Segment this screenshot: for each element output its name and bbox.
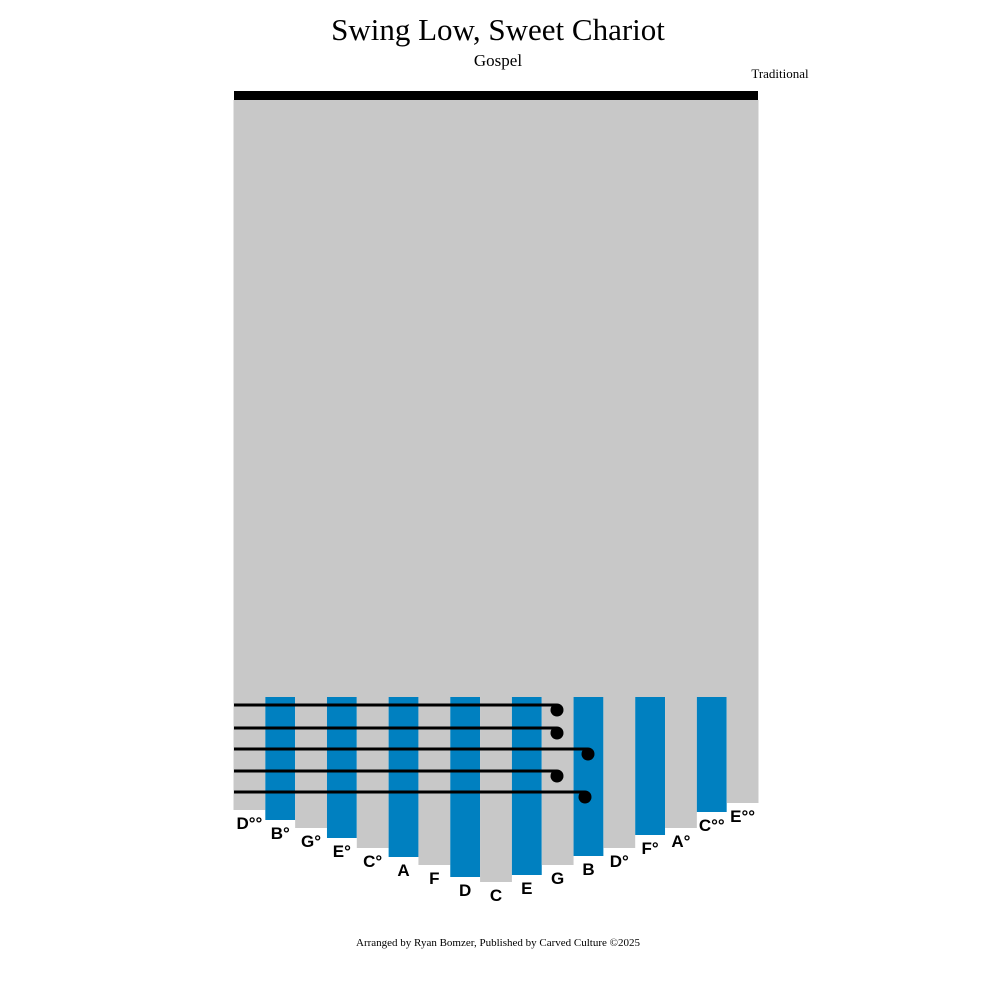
tine-bg (449, 100, 482, 697)
tine-label: D (459, 881, 471, 900)
tine-label: E°° (730, 807, 755, 826)
tine (418, 100, 451, 865)
tine-label: G (551, 869, 564, 888)
tine-bg (387, 100, 420, 697)
tine-label: C°° (699, 816, 725, 835)
tine (233, 100, 266, 810)
tine-label: F (429, 869, 439, 888)
tine-label: B° (271, 824, 290, 843)
tine-bg (510, 100, 543, 697)
tine (511, 697, 542, 875)
tine-bg (264, 100, 297, 697)
tine-bg (572, 100, 605, 697)
subtitle: Gospel (474, 51, 522, 70)
tine-label: C° (363, 852, 382, 871)
footer: Arranged by Ryan Bomzer, Published by Ca… (356, 937, 640, 949)
tine (295, 100, 327, 828)
tine (665, 100, 697, 828)
tine (326, 697, 357, 838)
tine (696, 697, 727, 812)
tine-bg (325, 100, 358, 697)
tine-label: B (582, 860, 594, 879)
bridge (234, 91, 758, 100)
note (581, 747, 595, 761)
tine (356, 100, 389, 848)
tine (635, 697, 666, 835)
tine-label: A° (671, 832, 690, 851)
note (550, 726, 564, 740)
tine-label: E (521, 879, 532, 898)
title: Swing Low, Sweet Chariot (331, 12, 665, 47)
tine-label: F° (642, 839, 659, 858)
note (550, 703, 564, 717)
tine (388, 697, 419, 857)
tine-bg (634, 100, 667, 697)
tine (726, 100, 759, 803)
tine-label: E° (333, 842, 351, 861)
tine (573, 697, 604, 856)
tine (265, 697, 296, 820)
notes (234, 703, 595, 804)
composer: Traditional (751, 66, 809, 81)
tine (450, 697, 481, 877)
tine-label: D°° (236, 814, 262, 833)
tine-label: D° (610, 852, 629, 871)
kalimba: D°° B° G° E° C° A F D C EG B D° F° A° C°° E°° (233, 100, 759, 905)
note (578, 790, 592, 804)
note (550, 769, 564, 783)
tine-label: G° (301, 832, 321, 851)
tine-label: A (397, 861, 409, 880)
tine (480, 100, 512, 882)
tine (603, 100, 636, 848)
tine-label: C (490, 886, 502, 905)
tine-bg (695, 100, 728, 697)
